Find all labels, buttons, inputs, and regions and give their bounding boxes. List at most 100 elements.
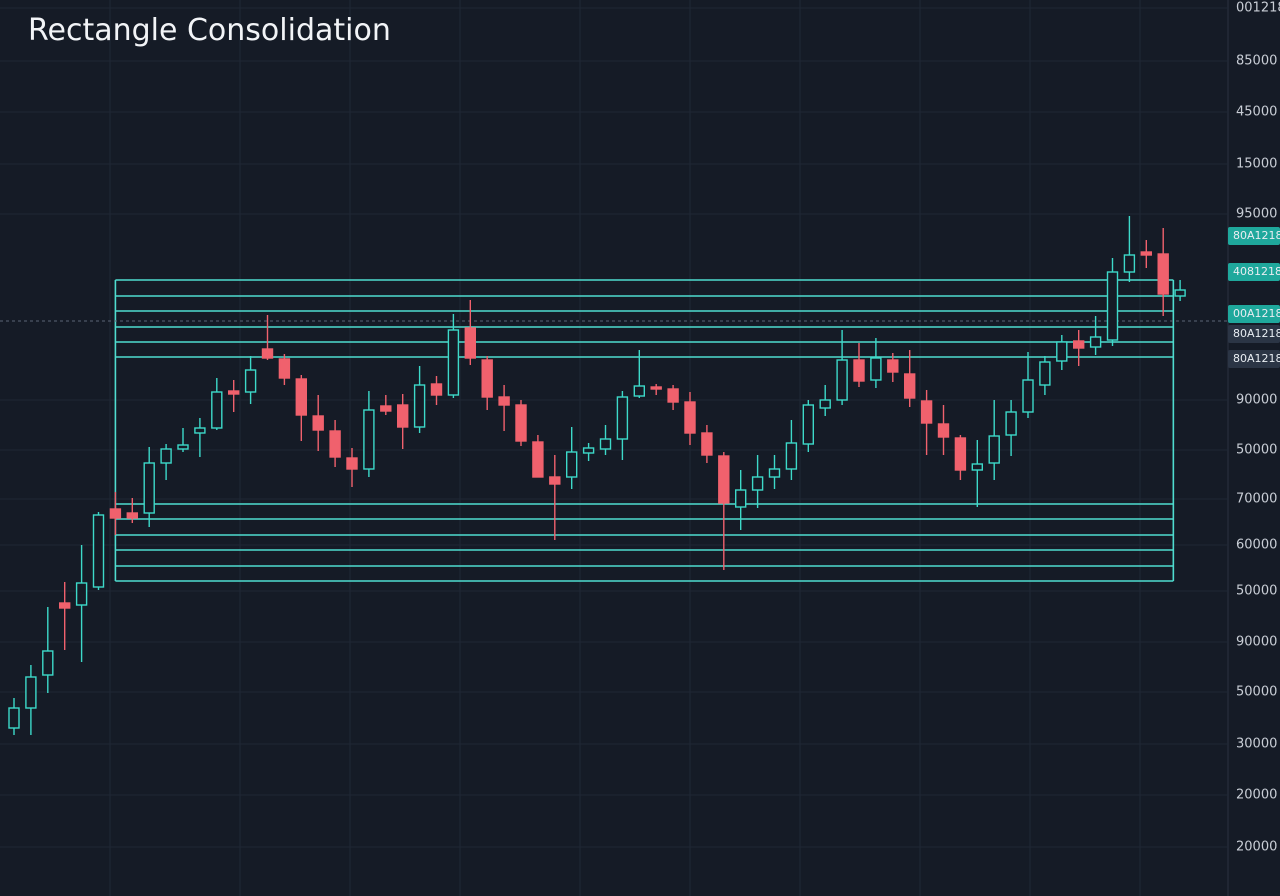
candle-body	[582, 447, 595, 454]
candle-body	[346, 457, 358, 470]
y-tick-label: 20000	[1236, 840, 1277, 855]
candle-body	[1072, 340, 1085, 349]
candle-body	[802, 404, 814, 445]
candle-body	[8, 707, 20, 729]
candle-body	[380, 405, 392, 412]
candles	[8, 216, 1186, 735]
candle-body	[819, 399, 831, 409]
candle-body	[954, 437, 967, 471]
candle-body	[75, 582, 88, 606]
price-tag	[1228, 350, 1280, 368]
candle-body	[42, 650, 54, 676]
candle-body	[768, 468, 781, 478]
y-tick-label: 70000	[1236, 492, 1277, 507]
y-tick-label: 90000	[1236, 393, 1277, 408]
candle-body	[312, 415, 324, 431]
candle-body	[447, 329, 460, 396]
candle-body	[397, 404, 409, 428]
price-tag	[1228, 325, 1280, 343]
candle-body	[413, 384, 426, 428]
candle-body	[109, 508, 122, 519]
candle-body	[920, 400, 933, 424]
candle-body	[836, 359, 848, 401]
candle-body	[1056, 341, 1068, 362]
candle-body	[549, 476, 561, 485]
chart-title: Rectangle Consolidation	[28, 13, 391, 48]
candle-body	[785, 442, 798, 470]
candle-body	[751, 476, 764, 491]
candle-body	[870, 357, 882, 381]
candle-body	[177, 444, 189, 450]
y-tick-label: 60000	[1236, 538, 1277, 553]
candle-body	[430, 383, 443, 396]
y-tick-label: 95000	[1236, 207, 1277, 222]
candle-body	[244, 369, 257, 393]
candle-body	[481, 359, 493, 398]
candle-body	[464, 327, 476, 359]
y-tick-label: 20000	[1236, 788, 1277, 803]
candle-body	[515, 404, 527, 442]
candle-body	[1106, 271, 1119, 341]
candle-body	[718, 455, 730, 504]
price-tag-label: 80A1218	[1233, 352, 1280, 365]
candle-body	[701, 432, 713, 456]
candle-body	[126, 512, 139, 519]
price-tag	[1228, 227, 1280, 245]
candle-body	[92, 514, 105, 588]
candle-body	[599, 438, 612, 450]
price-tag-label: 4081218	[1233, 265, 1280, 278]
candle-body	[59, 602, 71, 609]
candle-body	[160, 448, 172, 464]
candle-body	[143, 462, 155, 514]
candle-body	[667, 388, 679, 403]
y-tick-label: 90000	[1236, 635, 1277, 650]
candle-body	[1005, 411, 1017, 436]
candle-body	[278, 358, 291, 379]
candle-body	[1123, 254, 1136, 273]
candle-body	[194, 427, 206, 434]
candle-body	[295, 378, 307, 416]
y-tick-label: 45000	[1236, 105, 1277, 120]
candle-body	[227, 390, 240, 395]
candle-body	[261, 348, 274, 359]
candle-body	[735, 489, 747, 508]
y-tick-label: 15000	[1236, 157, 1277, 172]
candle-body	[363, 409, 375, 470]
candle-body	[1157, 253, 1169, 295]
candle-body	[211, 391, 223, 429]
grid	[0, 7, 1228, 848]
y-tick-label: 85000	[1236, 54, 1277, 69]
candle-body	[1039, 361, 1051, 386]
price-tag	[1228, 263, 1280, 281]
candle-body	[904, 373, 916, 399]
candle-body	[684, 401, 696, 434]
candle-body	[532, 441, 544, 478]
price-tag	[1228, 305, 1280, 323]
candle-body	[650, 386, 662, 390]
candle-body	[1022, 379, 1034, 413]
candle-body	[566, 451, 578, 478]
candle-body	[853, 359, 865, 382]
vertical-grid	[109, 0, 1141, 896]
candle-body	[25, 676, 37, 709]
price-tag-label: 00A1218	[1233, 307, 1280, 320]
candle-body	[329, 430, 341, 458]
y-tick-label: 30000	[1236, 737, 1277, 752]
candle-body	[1174, 289, 1186, 297]
candle-body	[971, 463, 983, 471]
candle-body	[937, 423, 950, 438]
y-tick-label: 50000	[1236, 584, 1277, 599]
candle-body	[988, 435, 1000, 464]
candle-body	[1140, 251, 1153, 256]
candle-body	[616, 396, 629, 440]
y-tick-label: 50000	[1236, 443, 1277, 458]
candle-body	[498, 396, 510, 406]
y-tick-label: 50000	[1236, 685, 1277, 700]
price-tag-label: 80A1218	[1233, 327, 1280, 340]
